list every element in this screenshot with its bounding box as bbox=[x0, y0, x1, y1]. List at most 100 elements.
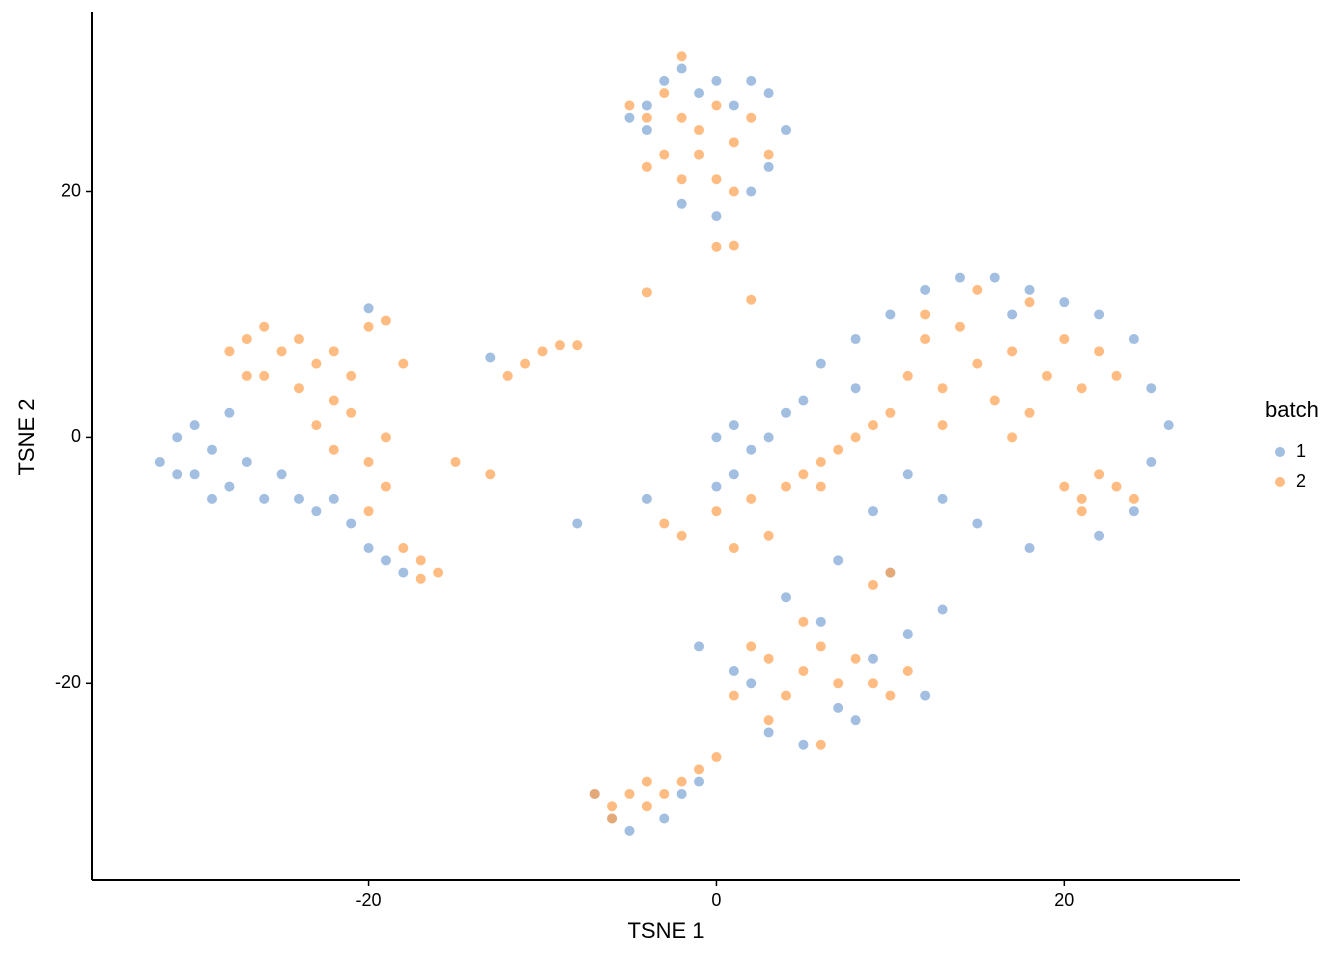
point bbox=[259, 493, 270, 504]
point bbox=[641, 112, 652, 123]
legend-label: 2 bbox=[1296, 471, 1306, 491]
point bbox=[885, 407, 896, 418]
point bbox=[746, 294, 757, 305]
point bbox=[346, 518, 357, 529]
point bbox=[172, 432, 183, 443]
point bbox=[728, 420, 739, 431]
point bbox=[1024, 297, 1035, 308]
point bbox=[380, 555, 391, 566]
point bbox=[989, 395, 1000, 406]
point bbox=[902, 469, 913, 480]
point bbox=[520, 358, 531, 369]
point bbox=[920, 309, 931, 320]
point bbox=[328, 395, 339, 406]
point bbox=[1024, 284, 1035, 295]
point bbox=[763, 149, 774, 160]
point bbox=[937, 604, 948, 615]
point bbox=[972, 518, 983, 529]
point bbox=[624, 825, 635, 836]
point bbox=[746, 493, 757, 504]
point bbox=[641, 776, 652, 787]
point bbox=[259, 370, 270, 381]
point bbox=[746, 75, 757, 86]
point bbox=[415, 555, 426, 566]
point bbox=[624, 100, 635, 111]
point bbox=[937, 420, 948, 431]
point bbox=[189, 420, 200, 431]
point bbox=[711, 506, 722, 517]
point bbox=[798, 616, 809, 627]
point bbox=[293, 493, 304, 504]
point bbox=[728, 186, 739, 197]
point bbox=[850, 715, 861, 726]
point bbox=[867, 678, 878, 689]
point bbox=[450, 456, 461, 467]
point bbox=[815, 481, 826, 492]
point bbox=[815, 739, 826, 750]
point bbox=[624, 788, 635, 799]
point bbox=[607, 813, 618, 824]
point bbox=[885, 309, 896, 320]
point bbox=[1007, 346, 1018, 357]
point bbox=[815, 456, 826, 467]
point bbox=[380, 481, 391, 492]
point bbox=[728, 137, 739, 148]
point bbox=[711, 752, 722, 763]
point bbox=[189, 469, 200, 480]
point bbox=[311, 420, 322, 431]
point bbox=[763, 161, 774, 172]
point bbox=[276, 469, 287, 480]
point bbox=[589, 788, 600, 799]
point bbox=[815, 616, 826, 627]
point bbox=[311, 358, 322, 369]
point bbox=[833, 555, 844, 566]
point bbox=[746, 112, 757, 123]
point bbox=[850, 653, 861, 664]
point bbox=[172, 469, 183, 480]
point bbox=[659, 813, 670, 824]
point bbox=[328, 493, 339, 504]
point bbox=[1007, 432, 1018, 443]
point bbox=[224, 407, 235, 418]
point bbox=[746, 678, 757, 689]
point bbox=[572, 518, 583, 529]
point bbox=[398, 543, 409, 554]
point bbox=[728, 100, 739, 111]
point bbox=[641, 161, 652, 172]
point bbox=[363, 303, 374, 314]
point bbox=[398, 358, 409, 369]
point bbox=[867, 420, 878, 431]
point bbox=[328, 444, 339, 455]
point bbox=[485, 352, 496, 363]
point bbox=[415, 573, 426, 584]
point bbox=[728, 690, 739, 701]
point bbox=[781, 407, 792, 418]
x-axis-title: TSNE 1 bbox=[627, 918, 704, 943]
point bbox=[763, 727, 774, 738]
point bbox=[1007, 309, 1018, 320]
point bbox=[363, 506, 374, 517]
point bbox=[641, 801, 652, 812]
point bbox=[711, 211, 722, 222]
point bbox=[1094, 346, 1105, 357]
point bbox=[694, 88, 705, 99]
point bbox=[346, 370, 357, 381]
point bbox=[728, 543, 739, 554]
point bbox=[1076, 493, 1087, 504]
point bbox=[763, 530, 774, 541]
point bbox=[659, 788, 670, 799]
y-axis-title: TSNE 2 bbox=[14, 398, 39, 475]
point bbox=[1146, 456, 1157, 467]
point bbox=[346, 407, 357, 418]
point bbox=[781, 690, 792, 701]
point bbox=[676, 112, 687, 123]
point bbox=[572, 340, 583, 351]
point bbox=[1041, 370, 1052, 381]
point bbox=[694, 641, 705, 652]
point bbox=[641, 287, 652, 298]
point bbox=[363, 543, 374, 554]
x-tick-label: 20 bbox=[1054, 890, 1074, 910]
point bbox=[1111, 481, 1122, 492]
point bbox=[380, 432, 391, 443]
point bbox=[694, 764, 705, 775]
